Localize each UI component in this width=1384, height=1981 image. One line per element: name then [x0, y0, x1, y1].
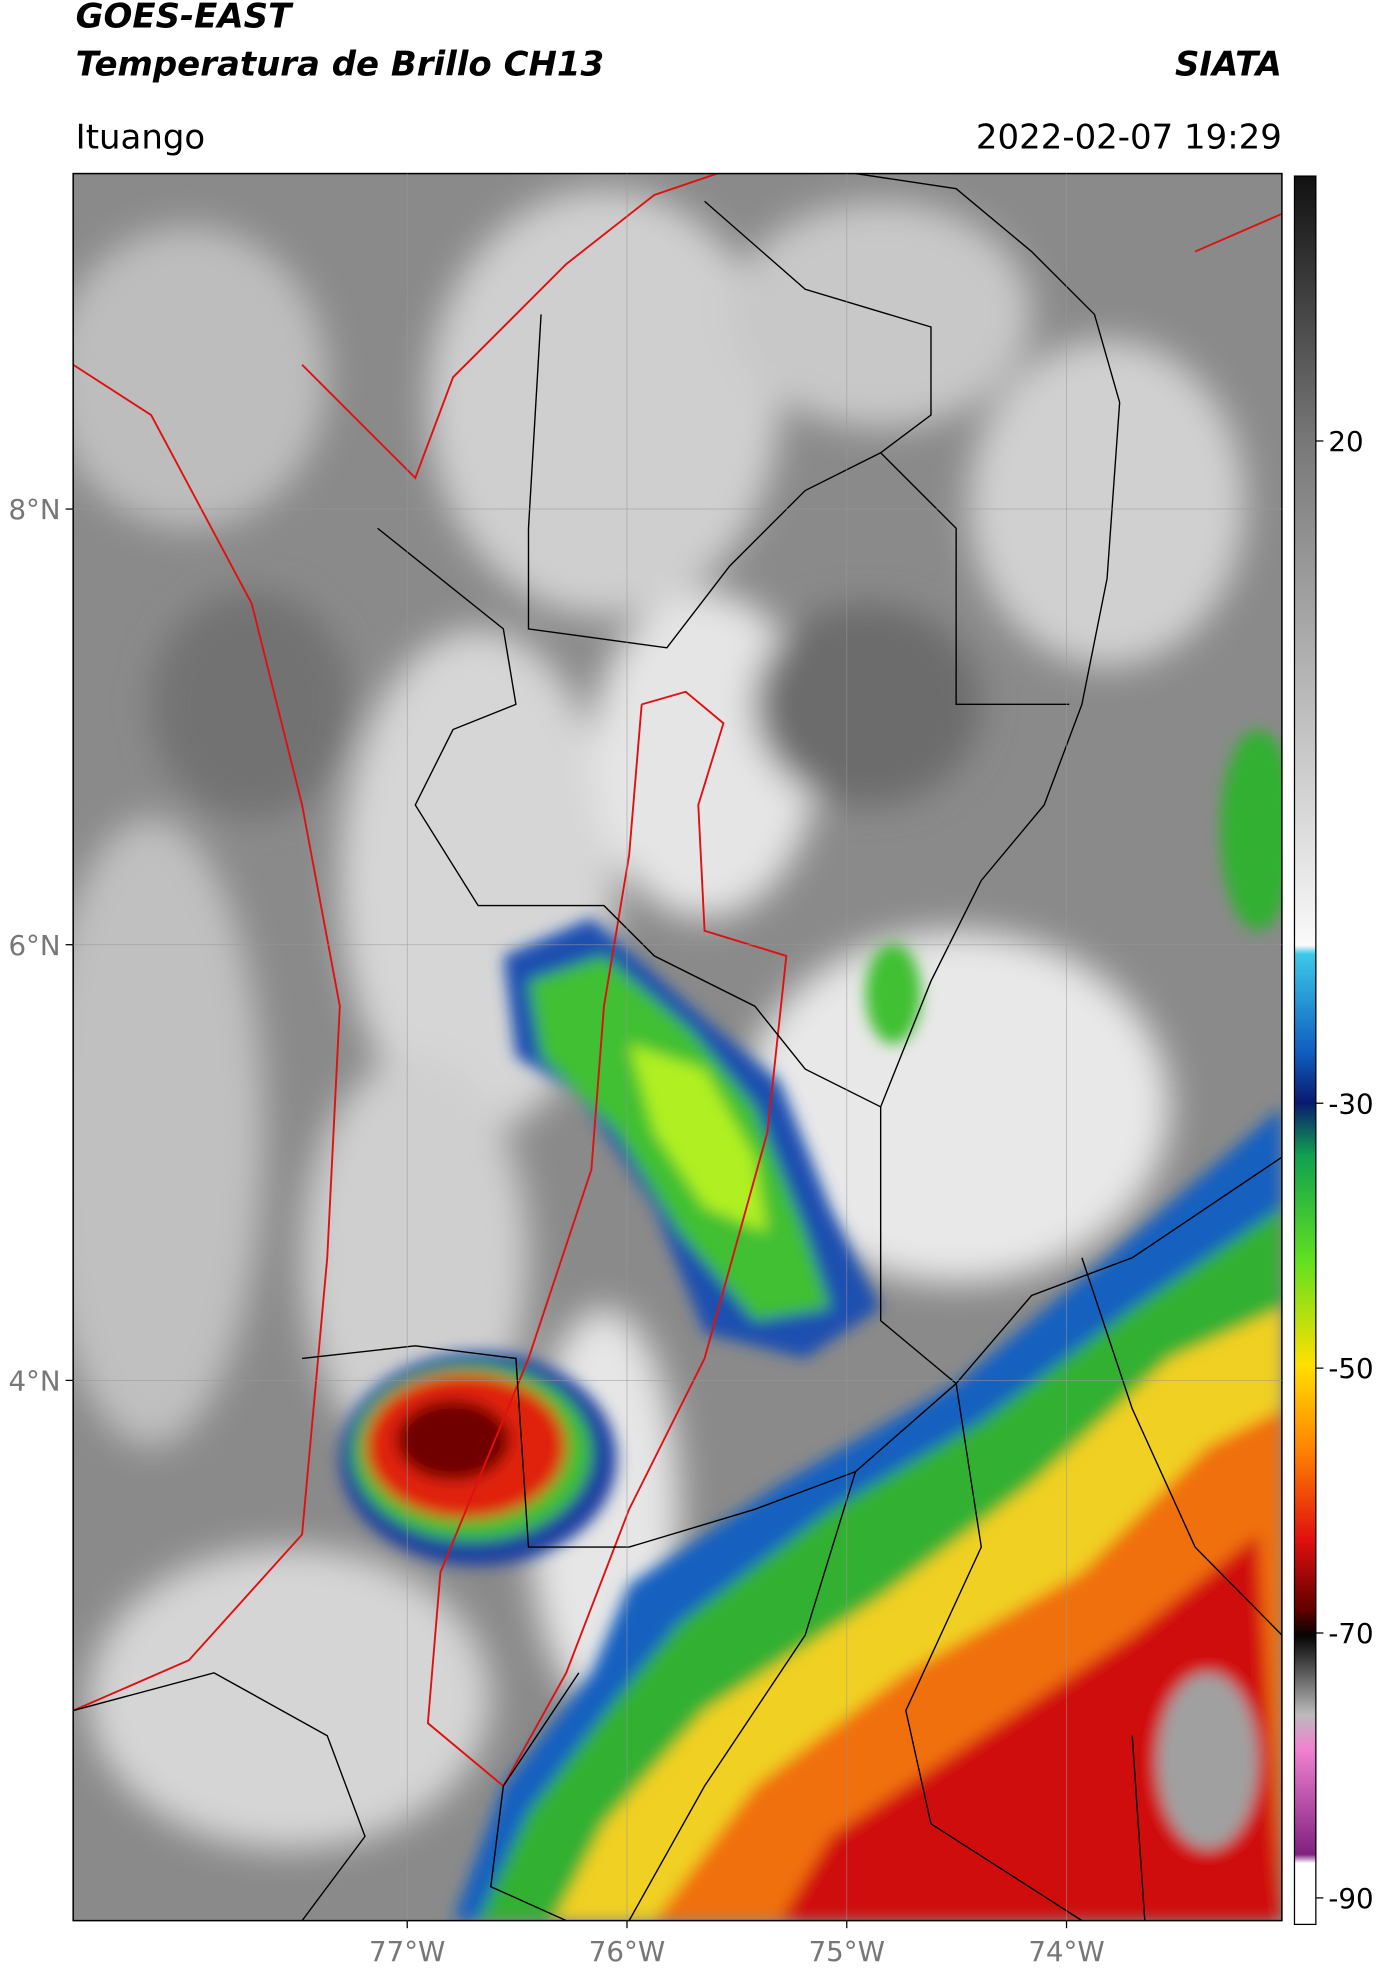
x-tick-label: 77°W [369, 1935, 445, 1968]
y-tick-label: 8°N [8, 493, 60, 526]
subtitle: Temperatura de Brillo CH13 [76, 44, 604, 84]
x-tick-label: 75°W [809, 1935, 885, 1968]
colorbar-tick-label: 20 [1328, 425, 1363, 458]
y-tick-label: 4°N [8, 1364, 60, 1397]
satellite-image [73, 173, 1282, 1921]
y-tick-label: 6°N [8, 929, 60, 962]
colorbar-tick-label: -90 [1328, 1882, 1373, 1915]
colorbar [1293, 175, 1317, 1926]
region: Ituango [76, 117, 206, 157]
title: GOES-EAST [76, 0, 294, 37]
datetime: 2022-02-07 19:29 [976, 117, 1282, 157]
map-frame [72, 172, 1283, 1922]
source: SIATA [1175, 44, 1282, 84]
colorbar-tick-label: -50 [1328, 1352, 1373, 1385]
colorbar-tick-label: -30 [1328, 1087, 1373, 1120]
colorbar-tick-label: -70 [1328, 1617, 1373, 1650]
x-tick-label: 76°W [589, 1935, 665, 1968]
x-tick-label: 74°W [1028, 1935, 1104, 1968]
